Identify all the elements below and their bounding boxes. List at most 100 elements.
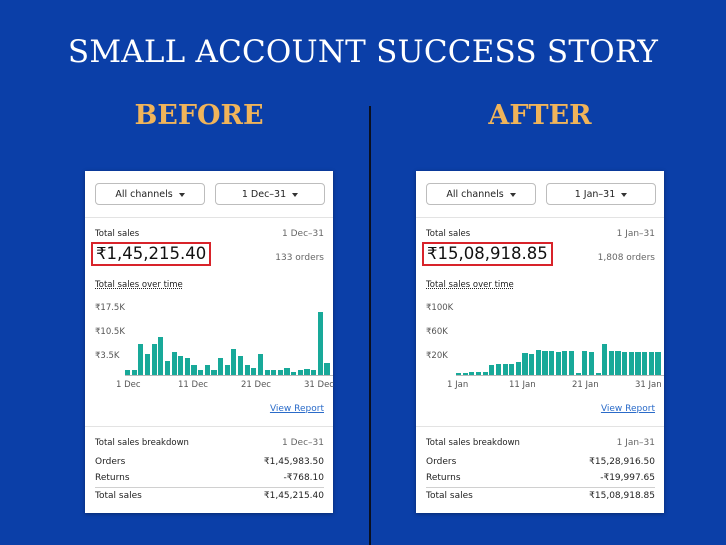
chart-bar [602,344,608,375]
chart-bar [144,354,151,375]
chart-bar [502,364,508,375]
after-label: AFTER [488,100,592,131]
channel-select[interactable]: All channels [95,183,205,205]
total-sales-label: Total sales [95,229,140,239]
chart-bar [317,312,323,375]
separator [85,217,333,218]
chart-bar [482,371,488,375]
breakdown-title: Total sales breakdown [426,438,520,448]
chart-bar [622,352,628,375]
breakdown-date: 1 Dec–31 [282,438,324,448]
chart-bar [628,352,634,375]
divider-line [95,487,324,488]
divider-line [426,487,655,488]
chart-bar [204,364,210,375]
breakdown-row-orders: Orders ₹1,45,983.50 [95,457,324,467]
chart-bar [184,357,190,375]
chart-bar [218,357,224,375]
chart-bar [562,350,568,375]
chart-bar [237,355,244,375]
channel-select[interactable]: All channels [426,183,536,205]
chart-bar [284,368,290,375]
x-tick: 11 Jan [509,380,536,390]
chart-bar [535,349,541,375]
x-tick: 31 Dec [304,380,334,390]
orders-count: 1,808 orders [597,253,655,263]
chart-bar [542,350,548,375]
chart-bar [588,352,595,375]
date-select[interactable]: 1 Jan–31 [546,183,656,205]
y-tick: ₹20K [426,351,448,361]
x-tick: 1 Jan [447,380,469,390]
divider [369,106,371,545]
x-axis [125,375,333,376]
separator [416,426,664,427]
chart-bar [138,343,144,375]
chart-title[interactable]: Total sales over time [95,280,183,290]
breakdown-row-total: Total sales ₹15,08,918.85 [426,491,655,501]
total-sales-value: ₹1,45,215.40 [91,242,212,266]
chart-bar [164,361,171,375]
date-select[interactable]: 1 Dec–31 [215,183,325,205]
breakdown-title: Total sales breakdown [95,438,189,448]
chart-bar [304,368,310,375]
chart-bar [595,373,601,375]
separator [85,426,333,427]
chart-bar [489,364,495,375]
breakdown-row-orders: Orders ₹15,28,916.50 [426,457,655,467]
chart-bar [125,369,131,375]
chart-bar [297,369,303,375]
chart-bar [475,371,482,375]
caret-down-icon [292,192,299,197]
orders-count: 133 orders [275,253,324,263]
chart-bar [582,350,588,375]
separator [416,217,664,218]
view-report-link[interactable]: View Report [600,404,655,414]
chart-bar [244,364,250,375]
x-axis [456,375,664,376]
view-report-link[interactable]: View Report [269,404,324,414]
sales-chart [125,305,333,375]
x-tick: 31 Jan [635,380,662,390]
y-tick: ₹17.5K [95,303,125,313]
y-tick: ₹3.5K [95,351,120,361]
chart-bar [495,364,502,375]
x-tick: 21 Dec [241,380,271,390]
chart-bar [608,350,614,375]
x-tick: 1 Dec [116,380,141,390]
breakdown-row-total: Total sales ₹1,45,215.40 [95,491,324,501]
after-card: All channels 1 Jan–31 Total sales 1 Jan–… [416,171,664,513]
chart-bar [642,352,648,375]
chart-bar [198,369,204,375]
y-tick: ₹100K [426,303,454,313]
chart-bar [251,368,257,375]
chart-bar [311,369,317,375]
chart-bar [131,370,137,375]
chart-bar [549,350,555,375]
before-card: All channels 1 Dec–31 Total sales 1 Dec–… [85,171,334,513]
y-tick: ₹10.5K [95,327,125,337]
chart-bar [655,352,661,375]
chart-bar [462,373,468,375]
chart-bar [615,350,621,375]
chart-bar [648,352,654,375]
chart-bar [568,350,575,375]
chart-bar [555,352,561,375]
caret-down-icon [178,192,185,197]
chart-bar [324,362,330,375]
caret-down-icon [621,192,628,197]
chart-title[interactable]: Total sales over time [426,280,514,290]
chart-bar [456,373,462,375]
chart-bar [231,348,237,375]
chart-bar [291,371,297,375]
chart-bar [151,343,157,375]
chart-bar [211,369,217,375]
chart-bar [277,369,283,375]
breakdown-row-returns: Returns -₹768.10 [95,473,324,483]
date-range: 1 Jan–31 [616,229,655,239]
chart-bar [224,364,230,375]
chart-bar [264,369,270,375]
x-tick: 21 Jan [572,380,599,390]
date-range: 1 Dec–31 [282,229,324,239]
chart-bar [171,352,177,375]
